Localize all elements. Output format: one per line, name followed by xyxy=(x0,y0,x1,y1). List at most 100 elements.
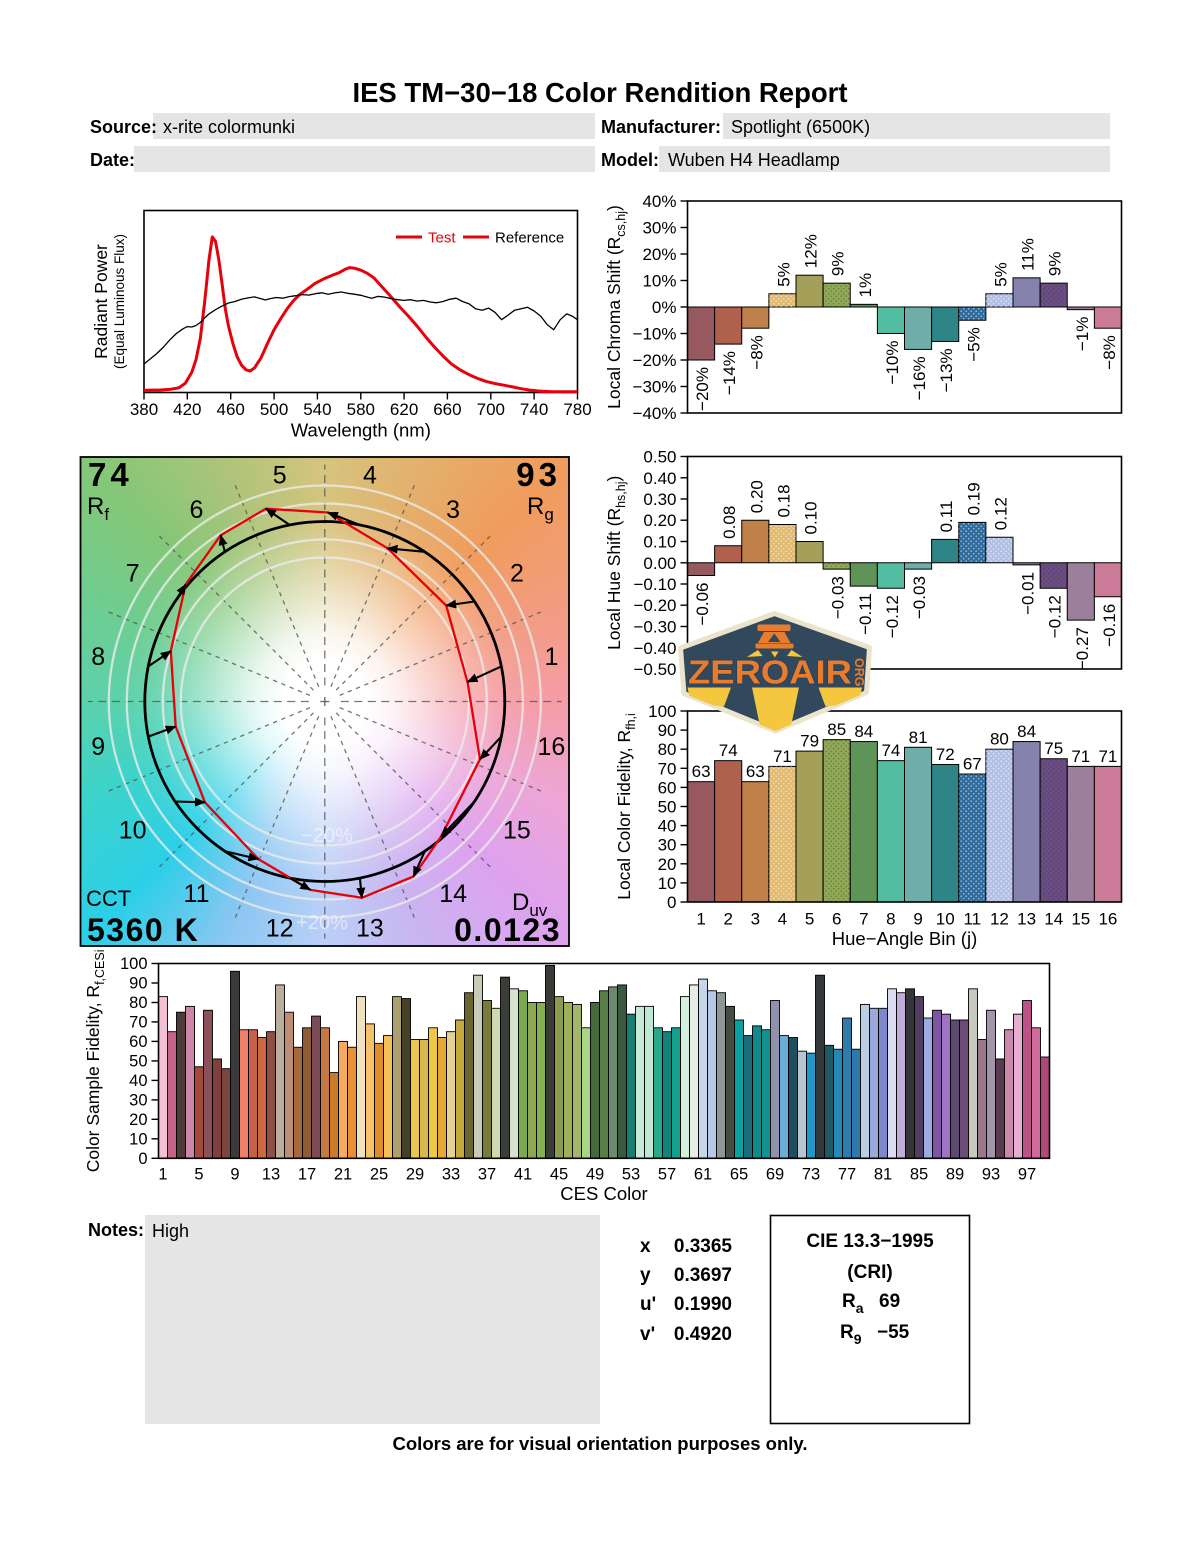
svg-text:Local Chroma Shift (Rcs,hj): Local Chroma Shift (Rcs,hj) xyxy=(604,205,628,409)
svg-text:620: 620 xyxy=(390,400,418,419)
svg-text:30%: 30% xyxy=(642,219,676,238)
svg-text:69: 69 xyxy=(766,1166,784,1184)
svg-text:ZEROAIR: ZEROAIR xyxy=(688,654,852,691)
svg-text:17: 17 xyxy=(298,1166,316,1184)
svg-text:−0.50: −0.50 xyxy=(633,660,676,679)
svg-text:70: 70 xyxy=(658,759,677,778)
svg-text:63: 63 xyxy=(746,762,765,781)
svg-text:60: 60 xyxy=(129,1033,147,1051)
svg-text:11: 11 xyxy=(184,880,210,908)
svg-text:21: 21 xyxy=(334,1166,352,1184)
svg-text:0.00: 0.00 xyxy=(643,554,676,573)
svg-text:13: 13 xyxy=(1017,910,1036,929)
svg-text:−16%: −16% xyxy=(910,356,929,400)
svg-text:10: 10 xyxy=(658,874,677,893)
svg-text:−30%: −30% xyxy=(633,378,677,397)
svg-text:9: 9 xyxy=(913,910,922,929)
svg-text:−0.12: −0.12 xyxy=(1046,595,1065,638)
svg-text:50: 50 xyxy=(129,1052,147,1070)
svg-text:37: 37 xyxy=(478,1166,496,1184)
svg-text:1: 1 xyxy=(696,910,705,929)
svg-text:14: 14 xyxy=(439,880,467,908)
svg-text:69: 69 xyxy=(879,1291,900,1312)
svg-text:0%: 0% xyxy=(652,298,677,317)
svg-text:−5%: −5% xyxy=(964,327,983,362)
svg-text:13: 13 xyxy=(356,915,384,943)
svg-text:ORG: ORG xyxy=(852,658,866,686)
svg-text:20%: 20% xyxy=(642,245,676,264)
svg-text:Local Hue Shift (Rhs,hj): Local Hue Shift (Rhs,hj) xyxy=(604,476,628,650)
svg-text:40%: 40% xyxy=(642,192,676,211)
svg-text:1%: 1% xyxy=(856,273,875,298)
svg-text:2: 2 xyxy=(723,910,732,929)
svg-text:700: 700 xyxy=(477,400,505,419)
svg-text:0.11: 0.11 xyxy=(937,501,956,533)
svg-text:Color Sample Fidelity, Rf,CESi: Color Sample Fidelity, Rf,CESi xyxy=(83,949,107,1172)
svg-text:Test: Test xyxy=(428,230,456,247)
svg-text:90: 90 xyxy=(129,975,147,993)
svg-text:−40%: −40% xyxy=(633,404,677,423)
svg-text:CIE 13.3−1995: CIE 13.3−1995 xyxy=(806,1231,934,1252)
svg-text:−0.12: −0.12 xyxy=(883,595,902,638)
svg-text:50: 50 xyxy=(658,798,677,817)
svg-text:0.08: 0.08 xyxy=(720,506,739,539)
svg-text:14: 14 xyxy=(1044,910,1063,929)
svg-text:0.12: 0.12 xyxy=(991,497,1010,530)
svg-text:v': v' xyxy=(640,1324,655,1345)
svg-text:10: 10 xyxy=(936,910,955,929)
svg-text:100: 100 xyxy=(648,702,676,721)
svg-text:740: 740 xyxy=(520,400,548,419)
svg-text:12: 12 xyxy=(990,910,1009,929)
svg-text:33: 33 xyxy=(442,1166,460,1184)
svg-text:16: 16 xyxy=(1098,910,1117,929)
svg-text:57: 57 xyxy=(658,1166,676,1184)
svg-text:780: 780 xyxy=(563,400,591,419)
svg-text:0.0123: 0.0123 xyxy=(454,912,561,948)
svg-text:0.50: 0.50 xyxy=(643,448,676,467)
svg-text:High: High xyxy=(152,1221,189,1241)
svg-text:0.10: 0.10 xyxy=(802,501,821,534)
svg-text:6: 6 xyxy=(190,496,204,524)
svg-text:61: 61 xyxy=(694,1166,712,1184)
svg-text:80: 80 xyxy=(129,994,147,1012)
svg-text:85: 85 xyxy=(827,720,846,739)
svg-text:74: 74 xyxy=(881,741,900,760)
svg-text:2: 2 xyxy=(510,560,524,588)
svg-text:74: 74 xyxy=(719,741,738,760)
svg-text:5%: 5% xyxy=(774,262,793,287)
svg-text:0.20: 0.20 xyxy=(643,511,676,530)
svg-text:75: 75 xyxy=(1044,739,1063,758)
svg-text:12: 12 xyxy=(266,915,294,943)
svg-text:Rg: Rg xyxy=(527,493,554,524)
svg-text:9: 9 xyxy=(230,1166,239,1184)
svg-text:49: 49 xyxy=(586,1166,604,1184)
svg-text:90: 90 xyxy=(658,721,677,740)
svg-text:660: 660 xyxy=(433,400,461,419)
svg-text:41: 41 xyxy=(514,1166,532,1184)
svg-text:63: 63 xyxy=(692,762,711,781)
svg-text:1: 1 xyxy=(158,1166,167,1184)
svg-text:−0.06: −0.06 xyxy=(693,583,712,626)
svg-text:72: 72 xyxy=(936,745,955,764)
svg-text:25: 25 xyxy=(370,1166,388,1184)
svg-text:7: 7 xyxy=(859,910,868,929)
svg-text:10: 10 xyxy=(119,816,147,844)
svg-text:Wavelength (nm): Wavelength (nm) xyxy=(291,420,431,441)
svg-text:81: 81 xyxy=(909,728,928,747)
svg-text:71: 71 xyxy=(1071,747,1090,766)
svg-text:+20%: +20% xyxy=(296,912,348,934)
svg-text:84: 84 xyxy=(1017,722,1036,741)
svg-text:53: 53 xyxy=(622,1166,640,1184)
svg-text:−8%: −8% xyxy=(747,335,766,370)
svg-text:97: 97 xyxy=(1018,1166,1036,1184)
svg-text:Notes:: Notes: xyxy=(88,1220,144,1240)
svg-text:40: 40 xyxy=(658,817,677,836)
svg-text:4: 4 xyxy=(778,910,787,929)
svg-text:0.10: 0.10 xyxy=(643,533,676,552)
svg-text:81: 81 xyxy=(874,1166,892,1184)
svg-text:−0.03: −0.03 xyxy=(829,576,848,619)
svg-text:0.18: 0.18 xyxy=(774,484,793,517)
svg-text:67: 67 xyxy=(963,755,982,774)
svg-text:15: 15 xyxy=(1071,910,1090,929)
svg-text:60: 60 xyxy=(658,778,677,797)
